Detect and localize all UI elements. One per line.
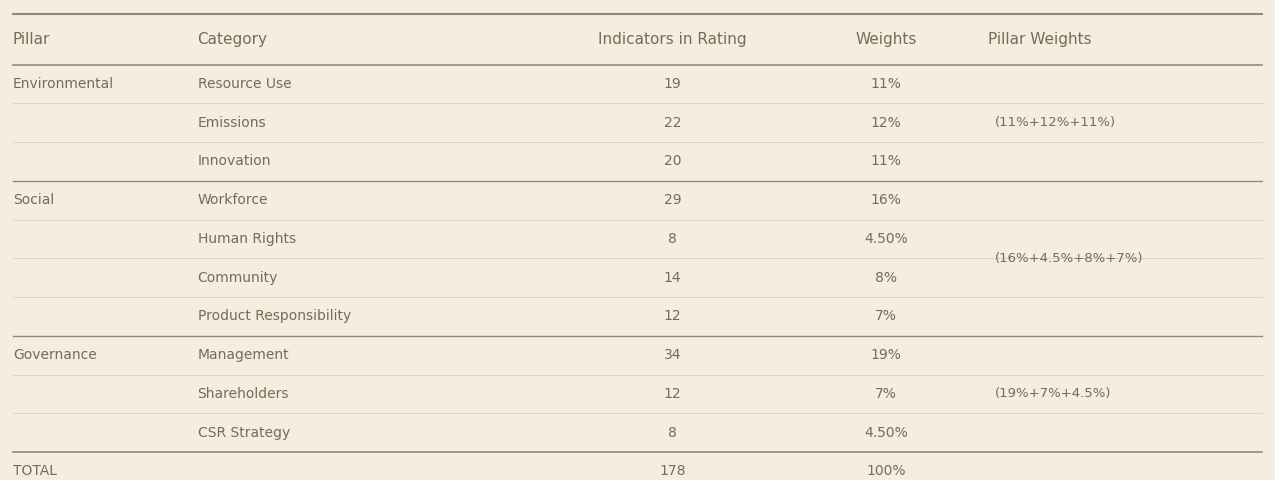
- Text: Social: Social: [13, 193, 54, 207]
- Text: Governance: Governance: [13, 348, 97, 362]
- Text: Product Responsibility: Product Responsibility: [198, 310, 351, 324]
- Text: (19%+7%+4.5%): (19%+7%+4.5%): [994, 387, 1111, 400]
- Text: Innovation: Innovation: [198, 155, 272, 168]
- Text: 100%: 100%: [867, 465, 905, 479]
- Text: Category: Category: [198, 32, 268, 47]
- Text: TOTAL: TOTAL: [13, 465, 57, 479]
- Text: 8%: 8%: [875, 271, 898, 285]
- Text: 12: 12: [664, 387, 681, 401]
- Text: 4.50%: 4.50%: [864, 232, 908, 246]
- Text: (11%+12%+11%): (11%+12%+11%): [994, 116, 1116, 129]
- Text: 4.50%: 4.50%: [864, 426, 908, 440]
- Text: 29: 29: [664, 193, 681, 207]
- Text: Management: Management: [198, 348, 289, 362]
- Text: Community: Community: [198, 271, 278, 285]
- Text: 34: 34: [664, 348, 681, 362]
- Text: Pillar: Pillar: [13, 32, 50, 47]
- Text: 14: 14: [664, 271, 681, 285]
- Text: 8: 8: [668, 426, 677, 440]
- Text: Pillar Weights: Pillar Weights: [988, 32, 1091, 47]
- Text: 8: 8: [668, 232, 677, 246]
- Text: Emissions: Emissions: [198, 116, 266, 130]
- Text: Workforce: Workforce: [198, 193, 268, 207]
- Text: CSR Strategy: CSR Strategy: [198, 426, 289, 440]
- Text: 12%: 12%: [871, 116, 901, 130]
- Text: Environmental: Environmental: [13, 77, 113, 91]
- Text: 19: 19: [664, 77, 681, 91]
- Text: Resource Use: Resource Use: [198, 77, 291, 91]
- Text: Shareholders: Shareholders: [198, 387, 289, 401]
- Text: 7%: 7%: [875, 387, 898, 401]
- Text: 19%: 19%: [871, 348, 901, 362]
- Text: Weights: Weights: [856, 32, 917, 47]
- Text: Indicators in Rating: Indicators in Rating: [598, 32, 747, 47]
- Text: (16%+4.5%+8%+7%): (16%+4.5%+8%+7%): [994, 252, 1142, 265]
- Text: 12: 12: [664, 310, 681, 324]
- Text: 11%: 11%: [871, 77, 901, 91]
- Text: Human Rights: Human Rights: [198, 232, 296, 246]
- Text: 22: 22: [664, 116, 681, 130]
- Text: 11%: 11%: [871, 155, 901, 168]
- Text: 7%: 7%: [875, 310, 898, 324]
- Text: 178: 178: [659, 465, 686, 479]
- Text: 20: 20: [664, 155, 681, 168]
- Text: 16%: 16%: [871, 193, 901, 207]
